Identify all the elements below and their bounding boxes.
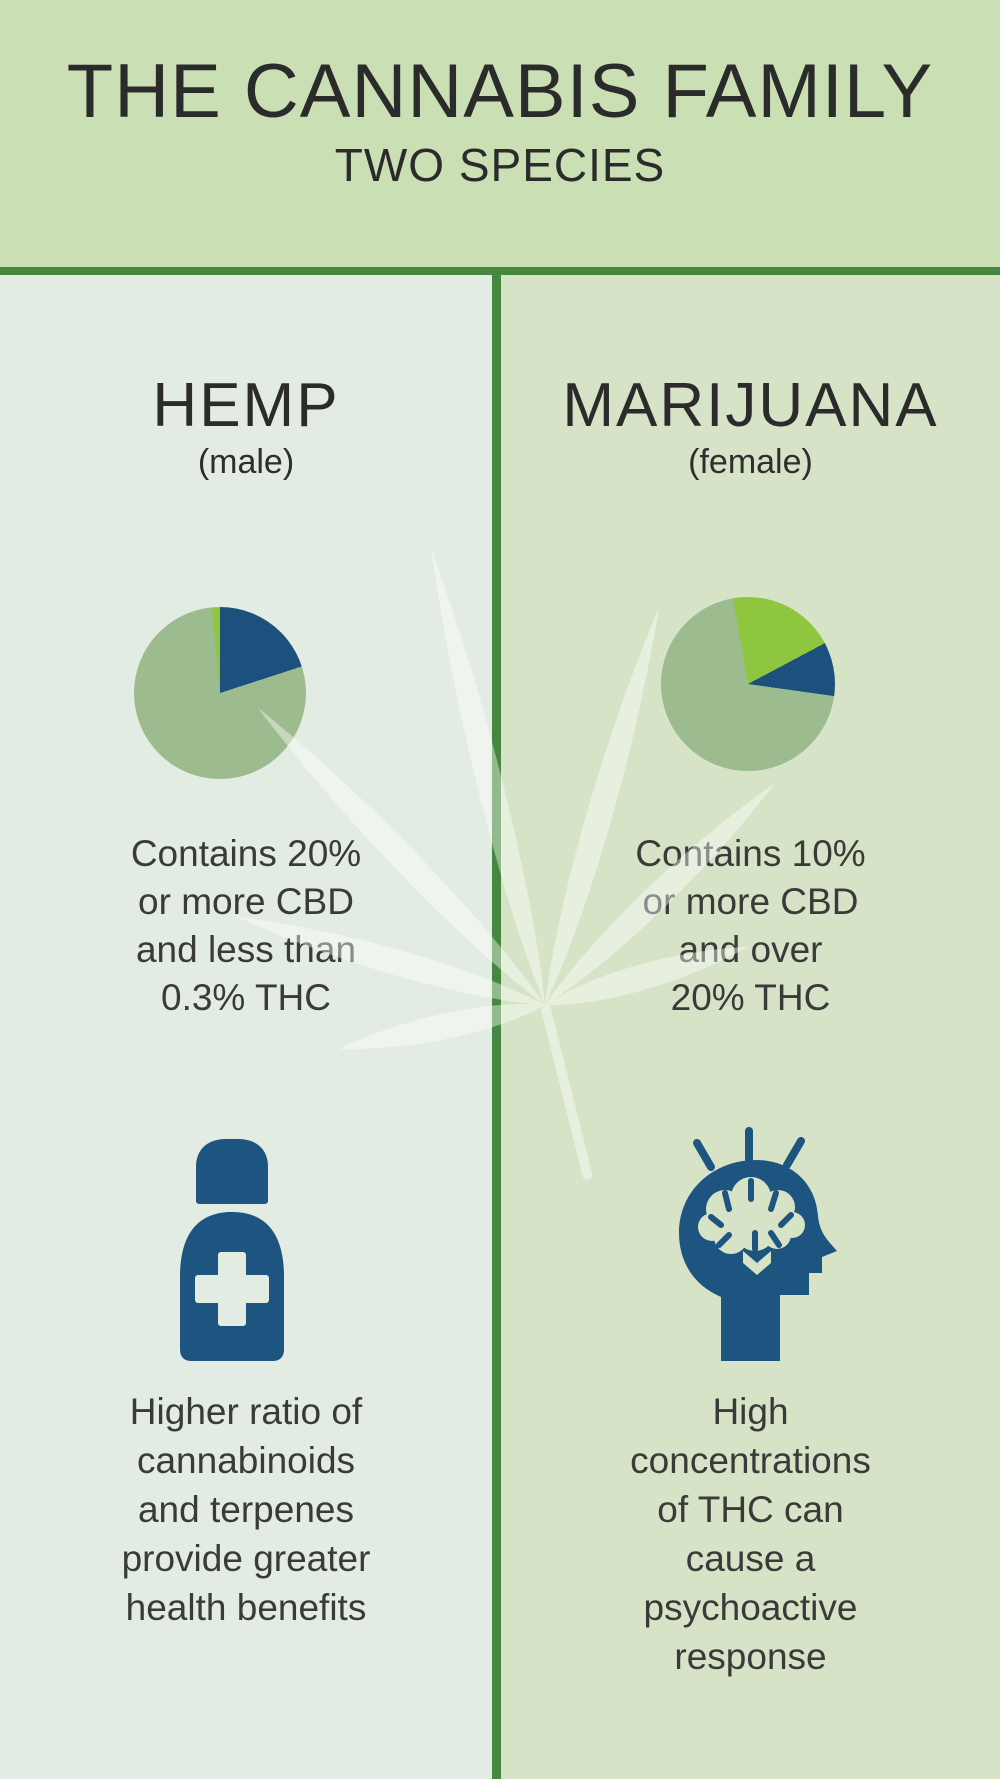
text-line: health benefits [125, 1587, 367, 1628]
marijuana-title: MARIJUANA [562, 371, 939, 440]
marijuana-detail-text: High concentrations of THC can cause a p… [501, 1387, 1000, 1681]
text-line: of THC can [657, 1489, 844, 1530]
text-line: and over [678, 929, 823, 970]
page-title: THE CANNABIS FAMILY [66, 49, 934, 134]
text-line: and terpenes [137, 1489, 354, 1530]
text-line: Contains 10% [635, 833, 866, 874]
text-line: or more CBD [138, 881, 354, 922]
head-brain-icon [659, 1127, 843, 1361]
text-line: psychoactive [643, 1587, 858, 1628]
hemp-gender-label: (male) [197, 443, 295, 481]
brain-fold-lines [708, 1178, 794, 1252]
column-divider-line [492, 275, 501, 1779]
marijuana-composition-text: Contains 10% or more CBD and over 20% TH… [501, 830, 1000, 1022]
text-line: High [712, 1391, 789, 1432]
marijuana-pie-chart [661, 597, 835, 771]
hemp-detail-text: Higher ratio of cannabinoids and terpene… [0, 1387, 492, 1632]
text-line: concentrations [630, 1440, 871, 1481]
text-line: Contains 20% [130, 833, 362, 874]
text-line: provide greater [121, 1538, 371, 1579]
text-line: 0.3% THC [161, 977, 331, 1018]
medicine-bottle-icon [172, 1137, 292, 1362]
text-line: Higher ratio of [129, 1391, 363, 1432]
header-band: THE CANNABIS FAMILY TWO SPECIES [0, 0, 1000, 267]
text-line: cannabinoids [136, 1440, 356, 1481]
marijuana-gender-label: (female) [688, 443, 813, 481]
marijuana-column: MARIJUANA (female) Contains 10% or more … [501, 275, 1000, 1779]
hemp-column: HEMP (male) Contains 20% or more CBD and… [0, 275, 492, 1779]
text-line: 20% THC [670, 977, 831, 1018]
spark-lines [693, 1127, 805, 1171]
hemp-pie-chart [134, 607, 306, 779]
hemp-composition-text: Contains 20% or more CBD and less than 0… [0, 830, 492, 1022]
hemp-title: HEMP [152, 371, 340, 440]
text-line: or more CBD [642, 881, 859, 922]
page-subtitle: TWO SPECIES [334, 139, 666, 191]
text-line: response [674, 1636, 827, 1677]
header-divider-line [0, 267, 1000, 275]
text-line: cause a [685, 1538, 816, 1579]
text-line: and less than [135, 929, 357, 970]
